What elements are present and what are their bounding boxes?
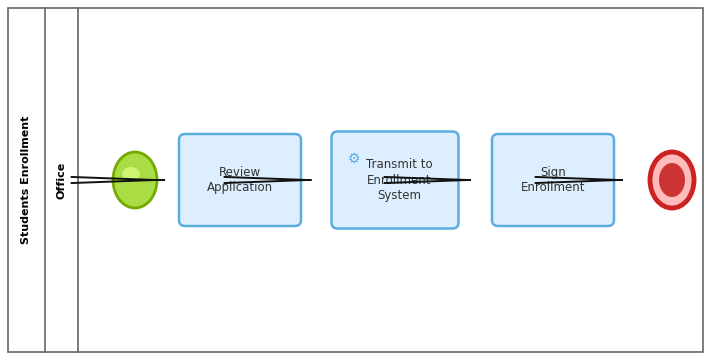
Text: Sign
Enrollment: Sign Enrollment xyxy=(521,166,586,194)
Ellipse shape xyxy=(650,152,694,208)
Ellipse shape xyxy=(113,152,157,208)
Ellipse shape xyxy=(122,167,139,181)
Text: Students Enrollment: Students Enrollment xyxy=(21,116,31,244)
Text: ⚙: ⚙ xyxy=(348,152,360,166)
Text: Transmit to
Enrollment
System: Transmit to Enrollment System xyxy=(366,158,433,202)
FancyBboxPatch shape xyxy=(501,144,611,224)
FancyBboxPatch shape xyxy=(331,131,459,229)
FancyBboxPatch shape xyxy=(8,8,703,352)
FancyBboxPatch shape xyxy=(341,141,455,226)
FancyBboxPatch shape xyxy=(188,144,298,224)
FancyBboxPatch shape xyxy=(492,134,614,226)
Text: Office: Office xyxy=(57,161,67,199)
FancyBboxPatch shape xyxy=(179,134,301,226)
Ellipse shape xyxy=(659,163,685,197)
Text: Review
Application: Review Application xyxy=(207,166,273,194)
